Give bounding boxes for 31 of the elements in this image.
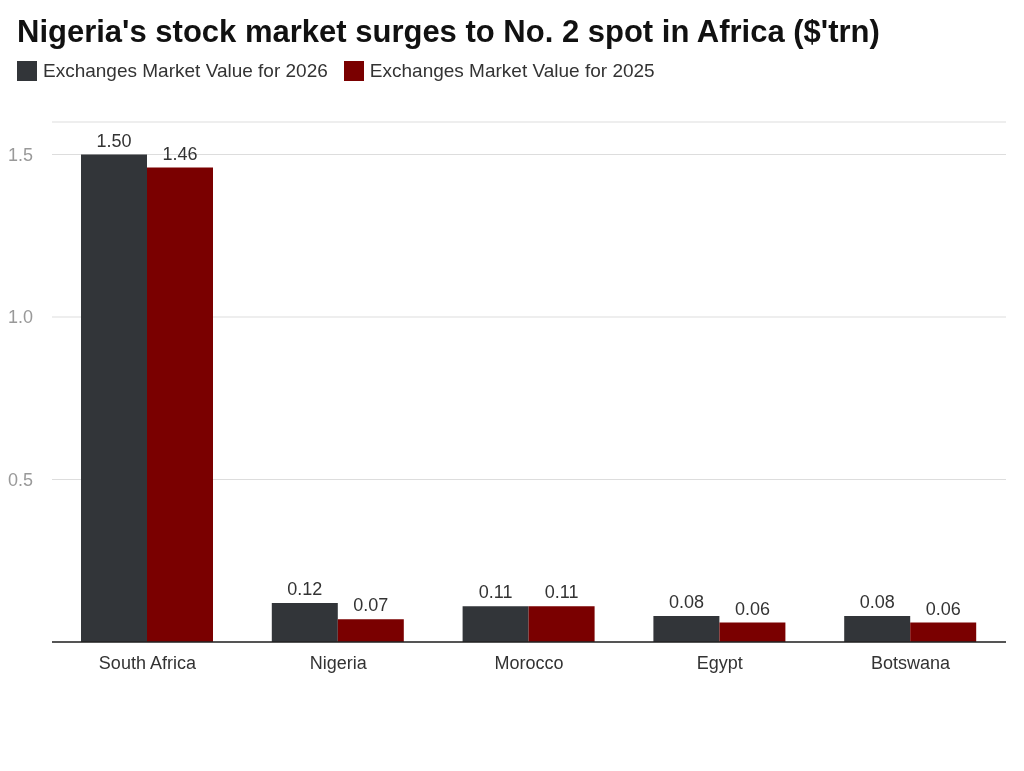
data-label: 0.07 bbox=[353, 595, 389, 616]
chart-title: Nigeria's stock market surges to No. 2 spot in Africa ($'trn) bbox=[17, 14, 881, 50]
y-tick-label: 1.5 bbox=[8, 144, 34, 165]
data-label: 0.06 bbox=[925, 598, 961, 619]
bar bbox=[462, 606, 529, 642]
bar bbox=[910, 622, 977, 642]
data-label: 1.46 bbox=[162, 143, 198, 164]
data-label: 0.11 bbox=[544, 582, 579, 603]
bar bbox=[81, 154, 147, 642]
x-tick-label: South Africa bbox=[98, 652, 197, 673]
data-label: 1.50 bbox=[96, 130, 132, 151]
data-label: 0.06 bbox=[734, 598, 770, 619]
bar bbox=[528, 606, 595, 642]
data-label: 0.08 bbox=[668, 592, 704, 612]
bar bbox=[653, 616, 720, 642]
bar bbox=[147, 167, 213, 642]
x-tick-label: Morocco bbox=[494, 652, 564, 673]
data-label: 0.11 bbox=[478, 582, 513, 603]
x-tick-label: Botswana bbox=[871, 652, 952, 673]
data-label: 0.08 bbox=[859, 592, 895, 612]
bar bbox=[844, 616, 911, 642]
legend-label: Exchanges Market Value for 2026 bbox=[43, 60, 328, 82]
legend-label: Exchanges Market Value for 2025 bbox=[369, 60, 655, 82]
bar bbox=[337, 619, 404, 642]
bar bbox=[719, 622, 786, 642]
y-tick-label: 0.5 bbox=[8, 469, 34, 490]
bar bbox=[271, 603, 338, 642]
x-tick-label: Nigeria bbox=[309, 652, 368, 673]
x-tick-label: Egypt bbox=[696, 652, 743, 673]
y-tick-label: 1.0 bbox=[8, 307, 34, 328]
data-label: 0.12 bbox=[287, 579, 323, 599]
